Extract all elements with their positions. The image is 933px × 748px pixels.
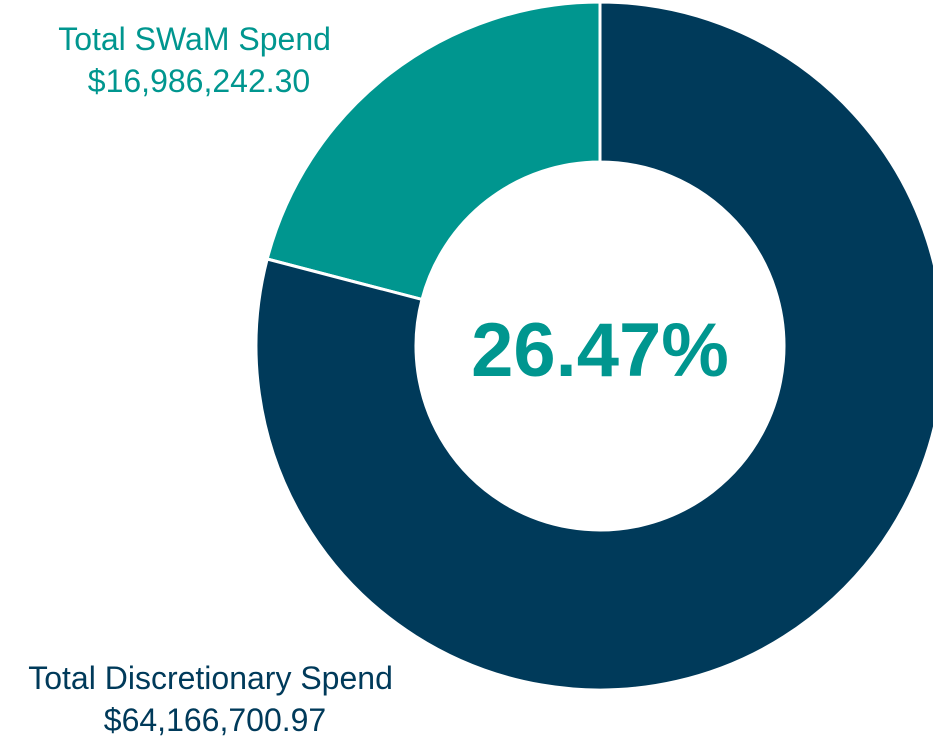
- center-percentage-label: 26.47%: [471, 308, 729, 393]
- swam-spend-data-label: Total SWaM Spend $16,986,242.30: [58, 21, 340, 99]
- discretionary-spend-value: $64,166,700.97: [104, 702, 326, 738]
- swam-spend-value: $16,986,242.30: [88, 63, 310, 99]
- discretionary-spend-name: Total Discretionary Spend: [28, 660, 393, 696]
- donut-slices: [254, 0, 933, 692]
- swam-spend-name: Total SWaM Spend: [58, 21, 331, 57]
- discretionary-spend-data-label: Total Discretionary Spend $64,166,700.97: [28, 660, 402, 738]
- discretionary-spend-slice: [254, 0, 933, 692]
- swam-spend-slice: [265, 0, 602, 302]
